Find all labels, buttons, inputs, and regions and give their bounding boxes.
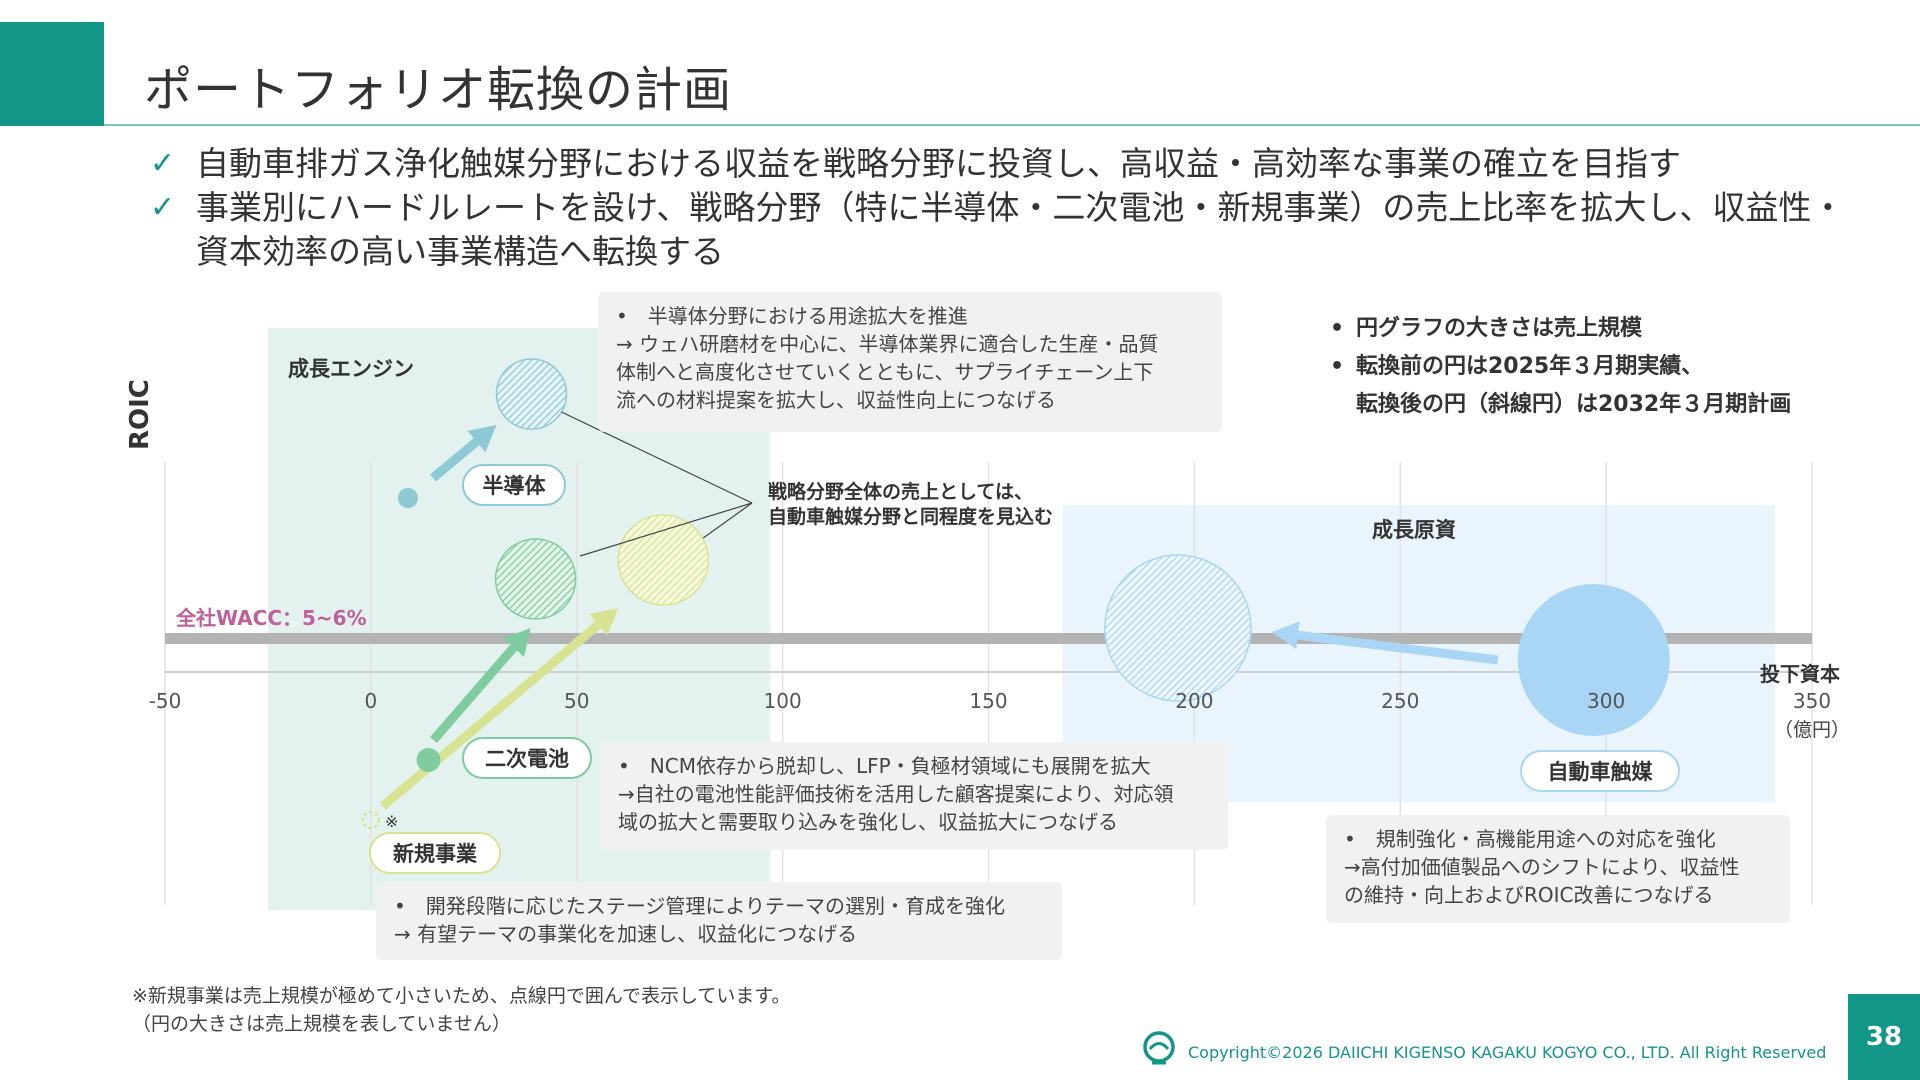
strategic-note-line: 戦略分野全体の売上としては、 <box>768 481 1034 503</box>
arrow-2 <box>379 621 602 810</box>
note-line: → 有望テーマの事業化を加速し、収益化につなげる <box>394 922 858 946</box>
note-line: • 半導体分野における用途拡大を推進 <box>616 304 968 328</box>
arrow-head-3 <box>1272 621 1300 650</box>
bullet-dot: • <box>1330 316 1345 341</box>
footnote-line: （円の大きさは売上規模を表していません） <box>132 1013 511 1035</box>
note-battery: • NCM依存から脱却し、LFP・負極材領域にも展開を拡大 →自社の電池性能評価… <box>600 742 1228 850</box>
title-accent-block <box>0 22 104 126</box>
y-axis-label: ROIC <box>125 379 155 450</box>
check-icon: ✓ <box>150 190 176 225</box>
note-line: →自社の電池性能評価技術を活用した顧客提案により、対応領 <box>618 782 1174 806</box>
strategic-note-line: 自動車触媒分野と同程度を見込む <box>768 506 1054 528</box>
x-tick-label: 350 <box>1793 689 1831 713</box>
note-line: • 規制強化・高機能用途への対応を強化 <box>1344 827 1716 851</box>
arrow-1 <box>430 644 517 743</box>
note-line: の維持・向上およびROIC改善につなげる <box>1344 883 1714 907</box>
x-tick-label: 300 <box>1587 689 1625 713</box>
note-new-business: • 開発段階に応じたステージ管理によりテーマの選別・育成を強化 → 有望テーマの… <box>376 882 1062 960</box>
label-auto-catalyst: 自動車触媒 <box>1520 750 1680 792</box>
bubble-before-2 <box>361 810 381 830</box>
legend-note: 転換前の円は2025年３月期実績、 <box>1356 354 1704 379</box>
summary-bullets: ✓ 自動車排ガス浄化触媒分野における収益を戦略分野に投資し、高収益・高効率な事業の… <box>150 142 1844 274</box>
bullet-dot: • <box>1330 354 1345 379</box>
x-tick-label: 250 <box>1381 689 1419 713</box>
title-divider <box>104 124 1920 126</box>
page-title: ポートフォリオ転換の計画 <box>144 62 733 118</box>
note-line: 流への材料提案を拡大し、収益性向上につなげる <box>616 388 1056 412</box>
note-line: → ウェハ研磨材を中心に、半導体業界に適合した生産・品質 <box>616 332 1159 356</box>
legend-note: 転換後の円（斜線円）は2032年３月期計画 <box>1356 392 1792 417</box>
legend-note: 円グラフの大きさは売上規模 <box>1356 316 1643 341</box>
note-line: 体制へと高度化させていくとともに、サプライチェーン上下 <box>616 360 1154 384</box>
label-new-business: 新規事業 <box>369 832 501 874</box>
footnote: ※新規事業は売上規模が極めて小さいため、点線円で囲んで表示しています。 （円の大… <box>132 982 791 1038</box>
label-semiconductor: 半導体 <box>462 464 566 506</box>
note-semiconductor: • 半導体分野における用途拡大を推進 → ウェハ研磨材を中心に、半導体業界に適合… <box>598 292 1222 432</box>
arrow-head-0 <box>467 425 497 453</box>
arrow-head-1 <box>502 628 531 657</box>
x-tick-label: -50 <box>149 689 182 713</box>
leader-line <box>561 411 753 504</box>
x-tick-label: 200 <box>1175 689 1213 713</box>
x-tick-label: 50 <box>564 689 589 713</box>
footnote-line: ※新規事業は売上規模が極めて小さいため、点線円で囲んで表示しています。 <box>132 985 791 1007</box>
bubble-after-2 <box>617 514 709 606</box>
page-number: 38 <box>1848 994 1920 1080</box>
bubble-before-1 <box>416 748 441 772</box>
bubble-before-0 <box>397 488 418 508</box>
note-auto-catalyst: • 規制強化・高機能用途への対応を強化 →高付加価値製品へのシフトにより、収益性… <box>1326 815 1790 923</box>
label-battery: 二次電池 <box>462 737 592 779</box>
bullet-text: 資本効率の高い事業構造へ転換する <box>196 232 724 271</box>
bullet-text: 自動車排ガス浄化触媒分野における収益を戦略分野に投資し、高収益・高効率な事業の確… <box>196 144 1681 183</box>
zone-label-growth-engine: 成長エンジン <box>288 357 414 381</box>
legend-notes: • 円グラフの大きさは売上規模 • 転換前の円は2025年３月期実績、 転換後の円（… <box>1330 310 1791 424</box>
note-line: 域の拡大と需要取り込みを強化し、収益拡大につなげる <box>618 810 1118 834</box>
check-icon: ✓ <box>150 146 176 181</box>
note-line: • 開発段階に応じたステージ管理によりテーマの選別・育成を強化 <box>394 894 1005 918</box>
x-axis-unit: （億円） <box>1774 719 1850 741</box>
leader-line <box>579 502 753 557</box>
arrow-head-2 <box>589 608 619 636</box>
x-tick-label: 100 <box>764 689 802 713</box>
arrow-3 <box>1297 630 1499 665</box>
zone-label-growth-source: 成長原資 <box>1372 518 1456 542</box>
copyright: Copyright©2026 DAIICHI KIGENSO KAGAKU KO… <box>1188 1043 1827 1062</box>
bubble-after-3 <box>1104 554 1252 702</box>
bullet-text: 事業別にハードルレートを設け、戦略分野（特に半導体・二次電池・新規事業）の売上比… <box>196 188 1845 227</box>
arrow-0 <box>430 438 480 482</box>
new-business-note-mark: ※ <box>385 812 398 831</box>
strategic-note: 戦略分野全体の売上としては、 自動車触媒分野と同程度を見込む <box>768 480 1053 530</box>
x-axis-label: 投下資本 <box>1760 662 1840 686</box>
bubble-before-3 <box>1517 584 1670 736</box>
x-tick-label: 150 <box>969 689 1007 713</box>
company-logo-icon <box>1143 1031 1175 1065</box>
note-line: →高付加価値製品へのシフトにより、収益性 <box>1344 855 1740 879</box>
bubble-after-1 <box>494 538 577 620</box>
note-line: • NCM依存から脱却し、LFP・負極材領域にも展開を拡大 <box>618 754 1151 778</box>
x-tick-label: 0 <box>365 689 378 713</box>
leader-line <box>702 502 753 539</box>
bubble-after-0 <box>495 358 568 430</box>
wacc-band <box>165 633 1812 644</box>
wacc-label: 全社WACC：5~6% <box>175 606 367 630</box>
